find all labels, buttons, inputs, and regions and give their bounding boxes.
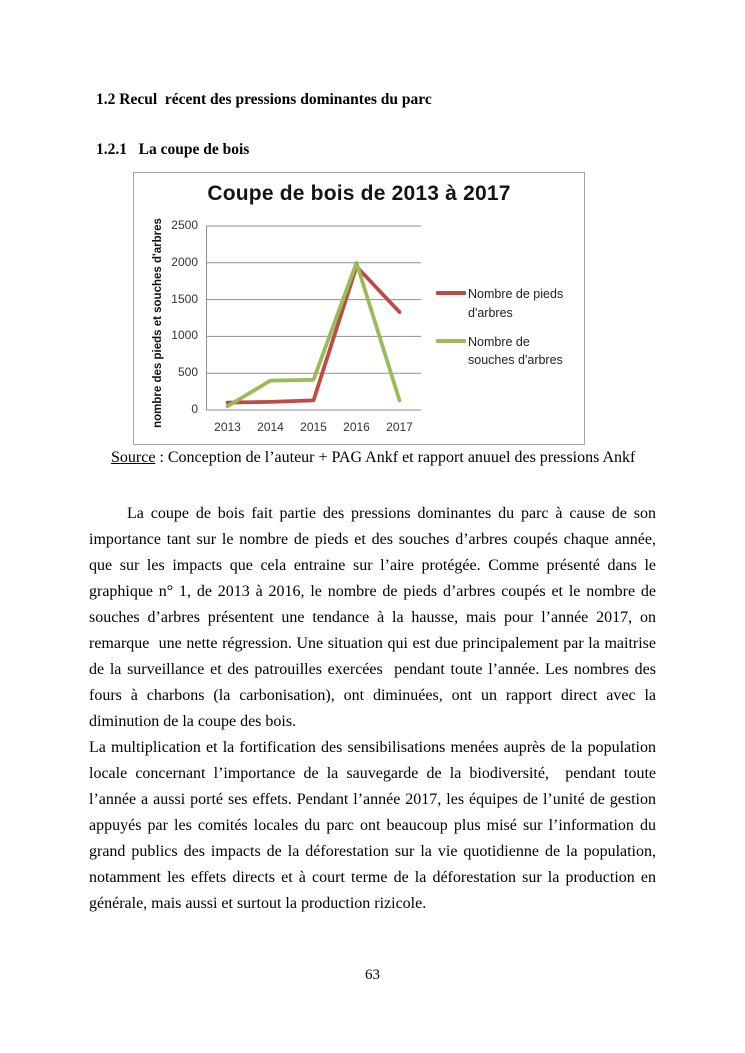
legend-entry: Nombre de souches d'arbres bbox=[436, 333, 578, 371]
figure-source: Source : Conception de l’auteur + PAG An… bbox=[111, 449, 635, 467]
legend-entry: Nombre de pieds d'arbres bbox=[436, 285, 578, 323]
section-heading: 1.2 Recul récent des pressions dominante… bbox=[96, 91, 432, 108]
legend-label: Nombre de pieds d'arbres bbox=[468, 287, 564, 320]
paragraph-2: La multiplication et la fortification de… bbox=[89, 739, 660, 912]
x-tick-label: 2014 bbox=[257, 420, 284, 434]
y-tick-label: 2000 bbox=[171, 254, 198, 269]
y-tick-label: 500 bbox=[177, 365, 198, 380]
x-tick-label: 2015 bbox=[300, 420, 327, 434]
y-tick-label: 1500 bbox=[171, 291, 198, 306]
y-tick-label: 1000 bbox=[171, 328, 198, 343]
paragraph-1: La coupe de bois fait partie des pressio… bbox=[89, 505, 660, 730]
line-plot bbox=[206, 225, 421, 411]
x-tick-label: 2016 bbox=[343, 420, 370, 434]
chart-figure: Coupe de bois de 2013 à 2017 nombre des … bbox=[133, 172, 585, 445]
x-tick-label: 2013 bbox=[214, 420, 241, 434]
x-axis-ticks: 2013 2014 2015 2016 2017 bbox=[206, 420, 421, 434]
x-tick-label: 2017 bbox=[386, 420, 413, 434]
legend-line-swatch bbox=[436, 291, 466, 295]
source-label: Source bbox=[111, 449, 156, 466]
subsection-heading: 1.2.1 La coupe de bois bbox=[96, 141, 250, 158]
chart-title: Coupe de bois de 2013 à 2017 bbox=[207, 182, 511, 205]
body-text: La coupe de bois fait partie des pressio… bbox=[89, 501, 656, 917]
y-axis-ticks: 0 500 1000 1500 2000 2500 bbox=[152, 218, 198, 416]
page-number: 63 bbox=[365, 967, 380, 983]
source-text: : Conception de l’auteur + PAG Ankf et r… bbox=[155, 449, 636, 466]
y-tick-label: 2500 bbox=[171, 218, 198, 232]
legend-label: Nombre de souches d'arbres bbox=[468, 334, 563, 368]
chart-legend: Nombre de pieds d'arbres Nombre de souche… bbox=[436, 285, 578, 380]
y-tick-label: 0 bbox=[191, 402, 198, 416]
legend-line-swatch bbox=[436, 338, 466, 343]
